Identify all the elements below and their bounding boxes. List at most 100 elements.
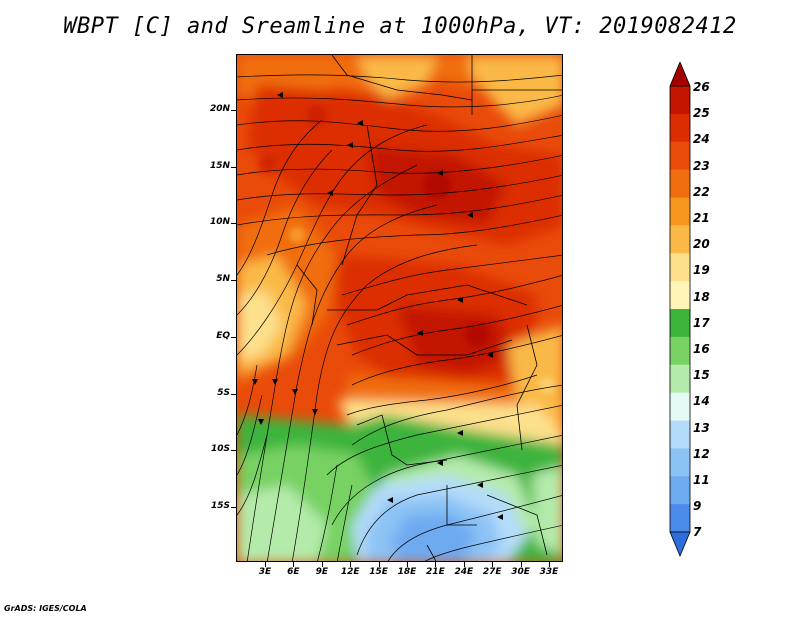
- lat-tick: [231, 506, 236, 508]
- field-speckle: [289, 227, 305, 243]
- lon-tick: [407, 562, 408, 567]
- lon-tick-label: 21E: [426, 567, 445, 577]
- stream-arrow: [417, 330, 423, 336]
- border-line: [331, 55, 473, 101]
- border-line: [327, 284, 528, 311]
- streamline: [237, 95, 562, 108]
- colorbar-segment: [670, 392, 690, 421]
- colorbar-label: 25: [693, 106, 710, 121]
- lat-tick: [231, 336, 236, 338]
- streamline: [317, 464, 338, 561]
- lon-tick-label: 24E: [454, 567, 474, 577]
- lon-tick-label: 30E: [511, 567, 530, 577]
- colorbar-label: 17: [693, 315, 710, 330]
- streamline: [341, 254, 562, 296]
- streamline: [237, 394, 263, 476]
- streamline: [237, 134, 562, 152]
- border-line: [336, 334, 513, 356]
- country-borders: [296, 55, 562, 561]
- colorbar-segment: [670, 504, 690, 533]
- lat-tick-label: 5S: [217, 387, 230, 398]
- lat-tick: [231, 280, 236, 282]
- lat-tick-label: 5N: [216, 274, 230, 285]
- lon-tick: [549, 562, 550, 567]
- lat-tick-label: 10S: [210, 444, 230, 455]
- stream-arrow: [457, 297, 463, 303]
- map-title: WBPT [C] and Sreamline at 1000hPa, VT: 2…: [63, 14, 737, 39]
- colorbar-segment: [670, 141, 690, 171]
- lon-tick-label: 15E: [369, 567, 388, 577]
- field-speckle: [307, 105, 327, 125]
- stream-arrow: [487, 352, 493, 358]
- lon-tick: [293, 562, 295, 567]
- colorbar-segment: [670, 169, 690, 198]
- colorbar-segment: [670, 309, 690, 338]
- wbpt-field: [237, 55, 562, 561]
- colorbar-segment: [670, 86, 690, 115]
- colorbar-segment: [670, 448, 690, 477]
- lat-tick: [231, 450, 236, 452]
- lon-tick: [492, 562, 494, 567]
- colorbar-label: 21: [693, 211, 710, 225]
- field-speckle: [423, 171, 451, 199]
- streamline: [237, 364, 258, 436]
- colorbar-segment: [670, 281, 690, 310]
- colorbar-label: 13: [693, 420, 710, 435]
- footer-credit: GrADS: IGES/COLA: [4, 604, 87, 613]
- stream-arrow: [467, 212, 473, 218]
- lat-tick-label: 15N: [209, 160, 230, 171]
- streamline: [266, 215, 562, 256]
- lon-tick-label: 12E: [340, 567, 360, 577]
- streamline: [346, 275, 562, 326]
- streamline: [237, 119, 323, 276]
- border-line: [516, 324, 538, 451]
- border-line: [341, 124, 378, 266]
- colorbar-top-arrow: [669, 62, 691, 87]
- lat-tick: [231, 393, 236, 395]
- streamline: [237, 74, 562, 83]
- colorbar-segment: [670, 113, 690, 143]
- lon-tick: [378, 562, 380, 567]
- field-congo-darkred: [397, 305, 517, 375]
- streamline: [237, 434, 268, 516]
- streamline: [237, 155, 562, 176]
- lat-tick-label: EQ: [216, 330, 230, 341]
- stream-arrow: [292, 389, 298, 395]
- stream-arrow: [272, 379, 278, 385]
- streamline: [237, 175, 562, 201]
- lon-tick-label: 18E: [397, 567, 417, 577]
- border-line: [486, 494, 548, 556]
- streamline: [237, 195, 562, 226]
- streamline: [291, 244, 478, 561]
- colorbar-label: 22: [693, 184, 710, 199]
- lat-tick-label: 10N: [209, 217, 230, 228]
- stream-arrow: [437, 460, 443, 466]
- colorbar-bottom-arrow: [669, 531, 691, 558]
- stream-arrow: [357, 120, 363, 126]
- map-panel: [236, 54, 563, 562]
- stream-arrow: [387, 497, 393, 503]
- field-speckle: [465, 323, 489, 347]
- lat-tick: [231, 166, 236, 168]
- lat-tick-label: 20N: [209, 104, 230, 114]
- colorbar-segment: [670, 364, 690, 394]
- stream-arrow: [477, 482, 483, 488]
- streamline: [266, 204, 438, 561]
- stream-arrow: [312, 409, 318, 415]
- streamline-arrows: [252, 92, 503, 520]
- streamline: [387, 495, 562, 561]
- lat-tick: [231, 110, 236, 111]
- colorbar-segment: [670, 225, 690, 254]
- stream-arrow: [457, 430, 463, 436]
- streamline: [337, 484, 353, 561]
- lat-tick: [231, 223, 236, 225]
- colorbar-segment: [670, 253, 690, 282]
- streamline: [237, 124, 428, 356]
- field-se-palegreen: [532, 465, 562, 555]
- border-line: [356, 414, 448, 466]
- streamline: [356, 465, 562, 556]
- lon-tick-label: 9E: [315, 567, 328, 577]
- colorbar-label: 12: [693, 446, 710, 461]
- streamline: [351, 305, 562, 356]
- stream-arrow: [327, 190, 333, 196]
